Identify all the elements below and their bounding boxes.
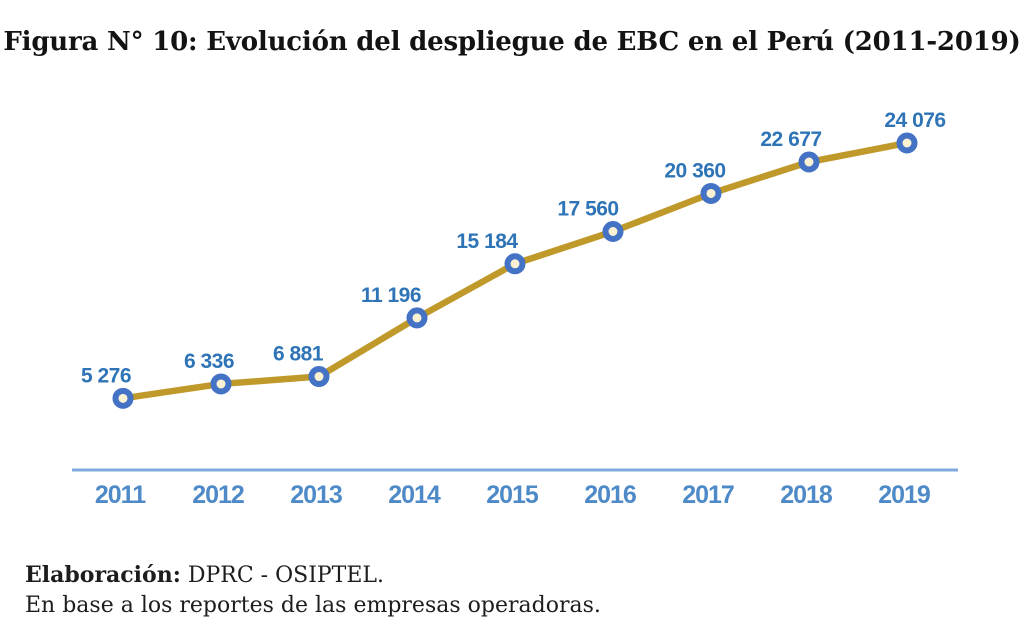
data-point-marker xyxy=(308,366,330,388)
x-axis-tick-label: 2015 xyxy=(486,481,539,509)
x-axis-tick-label: 2017 xyxy=(682,481,734,509)
source-note: En base a los reportes de las empresas o… xyxy=(25,593,601,618)
source-block: Elaboración: DPRC - OSIPTEL. En base a l… xyxy=(25,560,601,621)
figure-title: Figura N° 10: Evolución del despliegue d… xyxy=(3,27,1021,57)
x-axis-tick-label: 2012 xyxy=(192,481,244,509)
data-point-label: 5 276 xyxy=(81,364,131,387)
data-point-marker xyxy=(504,253,526,275)
x-axis-tick-label: 2014 xyxy=(388,481,441,509)
data-point-marker xyxy=(210,373,232,395)
data-point-label: 17 560 xyxy=(557,198,618,221)
x-axis-tick-label: 2013 xyxy=(290,481,342,509)
data-point-label: 20 360 xyxy=(664,159,725,182)
data-point-label: 6 336 xyxy=(184,350,234,373)
data-point-marker xyxy=(112,387,134,409)
data-point-marker xyxy=(798,151,820,173)
source-label: Elaboración: xyxy=(25,562,181,588)
data-point-label: 22 677 xyxy=(760,128,821,151)
data-point-label: 11 196 xyxy=(361,284,421,307)
data-point-label: 15 184 xyxy=(456,230,518,253)
x-axis-tick-label: 2016 xyxy=(584,481,636,509)
x-axis-tick-label: 2011 xyxy=(95,481,146,509)
data-point-marker xyxy=(700,182,722,204)
source-value: DPRC - OSIPTEL. xyxy=(180,563,385,588)
data-point-label: 6 881 xyxy=(273,343,324,366)
data-point-marker xyxy=(406,307,428,329)
data-point-marker xyxy=(896,132,918,154)
data-point-label: 24 076 xyxy=(884,109,945,132)
x-axis-tick-label: 2019 xyxy=(878,481,930,509)
x-axis-tick-label: 2018 xyxy=(780,481,833,509)
source-line: Elaboración: DPRC - OSIPTEL. xyxy=(25,560,601,591)
data-point-marker xyxy=(602,221,624,243)
